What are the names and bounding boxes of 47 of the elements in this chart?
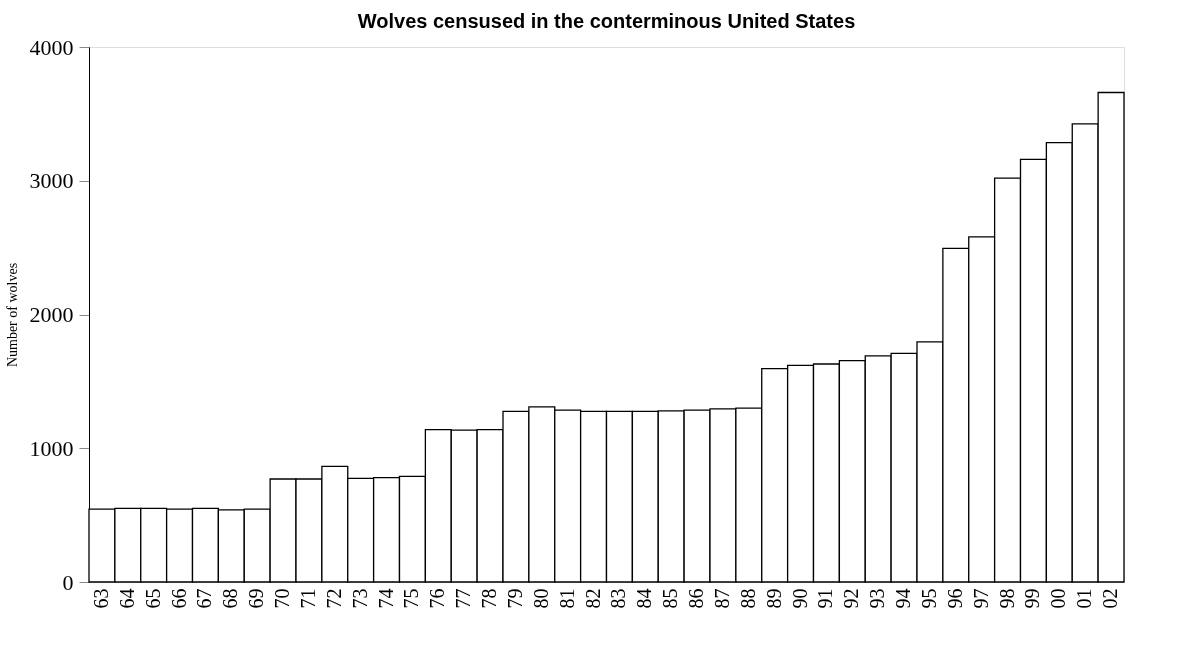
x-tick-label: 76	[426, 588, 449, 609]
y-tick-label: 1000	[29, 435, 74, 461]
chart-title: Wolves censused in the conterminous United States	[357, 10, 856, 32]
x-tick-label: 93	[866, 588, 889, 609]
x-tick-label: 63	[89, 588, 112, 609]
x-tick-label: 83	[607, 588, 630, 609]
x-tick-label: 74	[374, 588, 397, 609]
x-tick-label: 80	[529, 588, 552, 609]
x-tick-label: 01	[1073, 588, 1096, 609]
x-tick-label: 73	[348, 588, 371, 609]
x-tick-label: 64	[115, 588, 138, 609]
x-tick-label: 97	[969, 588, 992, 609]
x-tick-label: 86	[685, 588, 708, 609]
x-tick-label: 87	[710, 588, 733, 609]
x-tick-label: 68	[219, 588, 242, 609]
x-tick-label: 77	[452, 588, 475, 609]
x-tick-label: 71	[296, 588, 319, 609]
x-tick-label: 82	[581, 588, 604, 609]
x-tick-label: 91	[814, 588, 837, 609]
y-tick-label: 0	[62, 569, 74, 595]
x-tick-label: 72	[322, 588, 345, 609]
x-tick-label: 78	[478, 588, 501, 609]
x-tick-label: 99	[1021, 588, 1044, 609]
x-tick-label: 98	[995, 588, 1018, 609]
x-tick-label: 79	[503, 588, 526, 609]
x-tick-label: 66	[167, 588, 190, 609]
y-tick-label: 3000	[29, 168, 74, 194]
x-tick-label: 70	[271, 588, 294, 609]
x-tick-label: 84	[633, 588, 656, 609]
x-tick-label: 81	[555, 588, 578, 609]
x-tick-label: 65	[141, 588, 164, 609]
x-tick-label: 75	[400, 588, 423, 609]
y-tick-label: 4000	[29, 34, 74, 60]
x-tick-label: 92	[840, 588, 863, 609]
x-tick-label: 90	[788, 588, 811, 609]
x-tick-label: 00	[1047, 588, 1070, 609]
x-tick-label: 85	[659, 588, 682, 609]
x-tick-label: 88	[736, 588, 759, 609]
x-tick-label: 94	[892, 588, 915, 609]
y-tick-label: 2000	[29, 302, 74, 327]
x-tick-label: 95	[917, 588, 940, 609]
x-tick-label: 96	[943, 588, 966, 609]
x-tick-label: 69	[245, 588, 268, 609]
y-axis-title: Number of wolves	[4, 262, 20, 368]
x-tick-label: 02	[1099, 588, 1122, 609]
x-tick-label: 89	[762, 588, 785, 609]
x-tick-label: 67	[193, 588, 216, 609]
